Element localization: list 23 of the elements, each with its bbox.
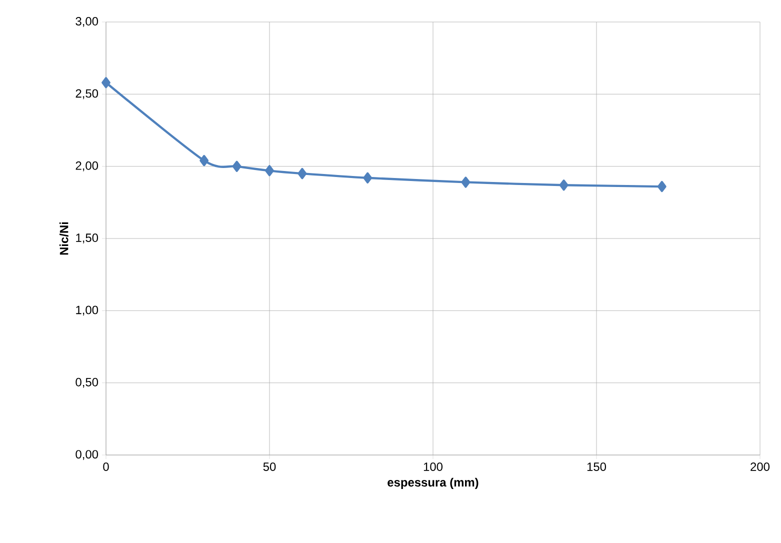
point: [657, 180, 666, 192]
point: [559, 180, 568, 191]
point: [265, 165, 274, 176]
y-tick-label: 0,50: [76, 378, 98, 388]
point: [461, 176, 470, 188]
x-tick-label: 50: [263, 462, 276, 471]
point: [298, 168, 307, 180]
y-tick-label: 0,00: [76, 450, 98, 460]
y-tick-label: 3,00: [76, 17, 98, 27]
y-axis-title: Nic/Ni: [59, 222, 68, 255]
point: [102, 77, 110, 88]
x-tick-label: 0: [103, 462, 109, 471]
y-tick-label: 2,00: [76, 161, 98, 172]
point: [363, 172, 372, 184]
x-tick-label: 100: [424, 462, 443, 471]
point: [200, 154, 209, 166]
x-axis-title: espessura (mm): [388, 478, 478, 489]
x-tick-label: 150: [587, 462, 606, 471]
y-tick-label: 1,00: [76, 306, 98, 316]
y-tick-label: 2,50: [76, 89, 98, 100]
y-tick-label: 1,50: [76, 234, 98, 244]
point: [232, 160, 242, 172]
x-tick-label: 200: [750, 462, 770, 471]
